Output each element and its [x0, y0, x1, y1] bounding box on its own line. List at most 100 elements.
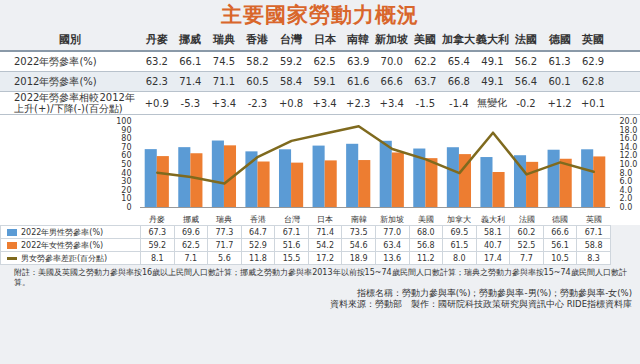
svg-text:10.0: 10.0 — [620, 160, 638, 169]
html-text:66.6: 66.6 — [380, 76, 403, 87]
html-text:63.2: 63.2 — [145, 56, 168, 67]
svg-text:70: 70 — [121, 143, 131, 152]
svg-text:30: 30 — [121, 177, 131, 186]
html-text:美國: 美國 — [414, 33, 437, 45]
svg-text:10: 10 — [121, 194, 131, 203]
html-text:+2.3: +2.3 — [346, 97, 371, 109]
svg-text:瑞典: 瑞典 — [216, 215, 232, 224]
html-text:49.1: 49.1 — [481, 76, 504, 87]
svg-text:台灣: 台灣 — [284, 215, 300, 224]
html-text:60.1: 60.1 — [548, 76, 571, 87]
svg-text:南韓: 南韓 — [351, 215, 367, 224]
svg-text:6.0: 6.0 — [620, 177, 633, 186]
svg-text:德國: 德國 — [552, 215, 568, 224]
html-text:62.2: 62.2 — [414, 56, 437, 67]
html-text:加拿大義大利: 加拿大義大利 — [442, 33, 509, 45]
svg-text:20: 20 — [121, 186, 131, 195]
svg-text:80: 80 — [121, 134, 131, 143]
html-text:63.9: 63.9 — [347, 56, 370, 67]
html-text:66.1: 66.1 — [179, 56, 202, 67]
html-text:62.8: 62.8 — [582, 76, 605, 87]
html-text:+3.4: +3.4 — [379, 97, 404, 109]
svg-text:美國: 美國 — [418, 215, 434, 224]
html-text:台灣: 台灣 — [280, 33, 302, 45]
html-text:附註：美國及英國之勞動力參與率按16歲以上民間人口數計算；挪: 附註：美國及英國之勞動力參與率按16歲以上民間人口數計算；挪威之勞動力參與率20… — [14, 268, 627, 287]
html-text:2022年勞參率(%): 2022年勞參率(%) — [14, 56, 97, 67]
svg-text:12.0: 12.0 — [620, 151, 638, 160]
html-text:62.9: 62.9 — [582, 56, 605, 67]
svg-text:0: 0 — [126, 203, 131, 212]
html-text:70.0: 70.0 — [380, 56, 403, 67]
svg-text:香港: 香港 — [250, 215, 266, 224]
html-text:無變化: 無變化 — [477, 97, 508, 108]
html-text:+0.1: +0.1 — [581, 97, 606, 109]
html-text:58.4: 58.4 — [279, 76, 303, 87]
html-text:61.3: 61.3 — [548, 56, 571, 67]
svg-text:英國: 英國 — [586, 215, 602, 224]
html-text:-1.4: -1.4 — [449, 97, 469, 109]
html-text:69.6: 69.6 — [181, 227, 200, 237]
html-text:71.1: 71.1 — [212, 76, 235, 87]
html-text:-1.5: -1.5 — [415, 97, 435, 109]
svg-text:新加坡: 新加坡 — [380, 215, 404, 224]
html-text:65.4: 65.4 — [447, 56, 470, 67]
svg-text:100: 100 — [116, 117, 131, 126]
html-text:國別: 國別 — [59, 33, 81, 45]
svg-text:2.0: 2.0 — [620, 194, 633, 203]
svg-text:日本: 日本 — [317, 215, 333, 224]
html-text:62.3: 62.3 — [145, 76, 168, 87]
html-text:59.1: 59.1 — [313, 76, 336, 87]
html-text:60.5: 60.5 — [246, 76, 269, 87]
svg-text:90: 90 — [121, 126, 131, 135]
html-text:61.6: 61.6 — [347, 76, 370, 87]
html-text:+3.4: +3.4 — [211, 97, 237, 109]
html-text:英國: 英國 — [582, 33, 605, 45]
html-text:香港: 香港 — [246, 33, 269, 45]
html-text:2022年勞參率相較2012年上升(+)/下降(-)(百分點: 2022年勞參率相較2012年上升(+)/下降(-)(百分點) — [14, 92, 135, 114]
svg-text:50: 50 — [121, 160, 131, 169]
html-text:瑞典: 瑞典 — [212, 33, 235, 45]
html-text:67.3: 67.3 — [148, 227, 167, 237]
html-text:-5.3: -5.3 — [180, 97, 201, 109]
svg-text:0.0: 0.0 — [620, 203, 633, 212]
html-text:59.2: 59.2 — [279, 56, 303, 67]
html-text:南韓: 南韓 — [347, 33, 370, 45]
svg-text:義大利: 義大利 — [481, 215, 505, 224]
html-text:74.5: 74.5 — [212, 56, 235, 67]
svg-text:加拿大: 加拿大 — [447, 215, 471, 224]
html-text:56.4: 56.4 — [514, 76, 538, 87]
html-text:日本: 日本 — [313, 33, 336, 45]
html-text:+1.2: +1.2 — [547, 97, 572, 109]
html-text:66.8: 66.8 — [447, 76, 470, 87]
html-text:2022年男性勞參率(%): 2022年男性勞參率(%) — [21, 227, 104, 237]
svg-text:法國: 法國 — [519, 215, 535, 224]
html-text:-2.3: -2.3 — [247, 97, 268, 109]
html-text:62.5: 62.5 — [313, 56, 336, 67]
svg-text:14.0: 14.0 — [620, 143, 638, 152]
svg-text:丹麥: 丹麥 — [149, 215, 165, 224]
svg-text:18.0: 18.0 — [620, 126, 638, 135]
html-text:58.2: 58.2 — [246, 56, 269, 67]
html-text:56.2: 56.2 — [514, 56, 538, 67]
html-text:+0.8: +0.8 — [278, 97, 304, 109]
html-text:49.1: 49.1 — [481, 56, 504, 67]
svg-text:4.0: 4.0 — [620, 186, 633, 195]
svg-text:60: 60 — [121, 151, 131, 160]
svg-text:16.0: 16.0 — [620, 134, 638, 143]
svg-text:20.0: 20.0 — [620, 117, 638, 126]
html-text:63.7: 63.7 — [414, 76, 437, 87]
html-text:+3.4: +3.4 — [312, 97, 337, 109]
svg-text:8.0: 8.0 — [620, 169, 633, 178]
html-text:丹麥: 丹麥 — [145, 33, 168, 45]
html-text:-0.2: -0.2 — [516, 97, 536, 109]
html-text:主要國家勞動力概況: 主要國家勞動力概況 — [221, 3, 419, 27]
html-text:新加坡: 新加坡 — [375, 33, 409, 45]
html-text:71.4: 71.4 — [179, 76, 202, 87]
svg-text:40: 40 — [121, 169, 131, 178]
html-text:法國: 法國 — [515, 33, 537, 45]
html-text:2012年勞參率(%): 2012年勞參率(%) — [14, 76, 97, 87]
svg-text:挪威: 挪威 — [183, 215, 199, 224]
html-text:+0.9: +0.9 — [144, 97, 169, 109]
html-text:德國: 德國 — [548, 33, 571, 45]
html-text:挪威: 挪威 — [179, 33, 202, 45]
